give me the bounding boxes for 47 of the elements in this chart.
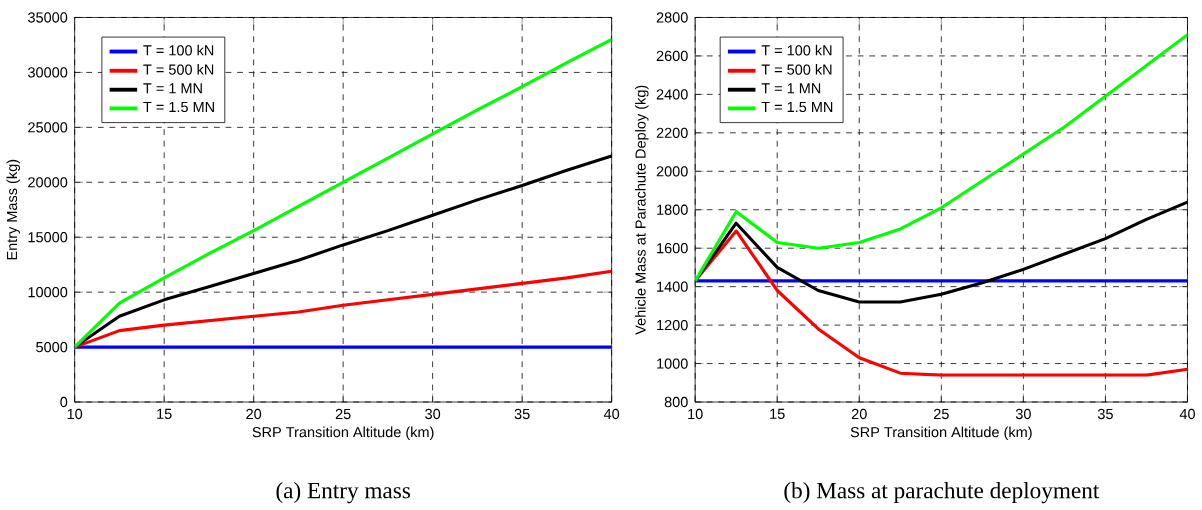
x-tick-label: 15 <box>157 409 172 420</box>
legend-label: T = 500 kN <box>143 64 214 75</box>
y-axis-title: Vehicle Mass at Parachute Deploy (kg) <box>635 85 649 335</box>
y-tick-label: 1000 <box>657 358 688 369</box>
x-axis-title: SRP Transition Altitude (km) <box>252 426 434 441</box>
text: (b) Mass at parachute deployment <box>784 482 1100 504</box>
y-tick-label: 15000 <box>28 232 68 243</box>
y-tick-label: 1400 <box>657 281 688 292</box>
legend-label: T = 100 kN <box>761 45 832 56</box>
legend-label: T = 1.5 MN <box>761 102 833 113</box>
x-tick-label: 40 <box>1179 409 1195 420</box>
y-tick-label: 25000 <box>28 122 68 133</box>
x-tick-label: 35 <box>514 409 530 420</box>
y-tick-label: 5000 <box>36 342 68 353</box>
legend-label: T = 500 kN <box>761 64 832 75</box>
legend-label: T = 1 MN <box>143 83 202 94</box>
x-tick-label: 30 <box>425 409 441 420</box>
y-tick-label: 2800 <box>656 12 688 23</box>
y-axis-title: Entry Mass (kg) <box>6 160 20 260</box>
y-tick-label: 1800 <box>657 204 688 216</box>
legend-label: T = 1.5 MN <box>143 102 214 113</box>
y-tick-label: 2200 <box>656 127 688 139</box>
y-tick-label: 800 <box>664 397 688 408</box>
y-tick-label: 0 <box>60 397 68 408</box>
x-tick-label: 15 <box>770 409 785 420</box>
y-tick-label: 2600 <box>656 50 688 62</box>
x-tick-label: 10 <box>67 409 83 420</box>
x-tick-label: 20 <box>246 409 262 420</box>
y-tick-label: 20000 <box>28 177 68 188</box>
x-tick-label: 25 <box>335 409 351 420</box>
legend-label: T = 100 kN <box>143 45 214 56</box>
y-tick-label: 2000 <box>656 166 688 177</box>
x-tick-label: 20 <box>851 409 867 420</box>
x-tick-label: 25 <box>933 409 949 420</box>
y-tick-label: 2400 <box>656 89 688 100</box>
y-tick-label: 1600 <box>657 243 688 254</box>
x-tick-label: 30 <box>1015 409 1031 420</box>
x-axis-title: SRP Transition Altitude (km) <box>850 426 1032 441</box>
x-tick-label: 10 <box>688 409 703 420</box>
text: (a) Entry mass <box>276 482 411 504</box>
x-tick-label: 35 <box>1097 409 1113 420</box>
legend-label: T = 1 MN <box>761 83 821 94</box>
y-tick-label: 35000 <box>28 12 68 23</box>
y-tick-label: 10000 <box>28 287 68 298</box>
y-tick-label: 1200 <box>657 320 688 331</box>
y-tick-label: 30000 <box>28 67 68 78</box>
x-tick-label: 40 <box>603 409 620 420</box>
